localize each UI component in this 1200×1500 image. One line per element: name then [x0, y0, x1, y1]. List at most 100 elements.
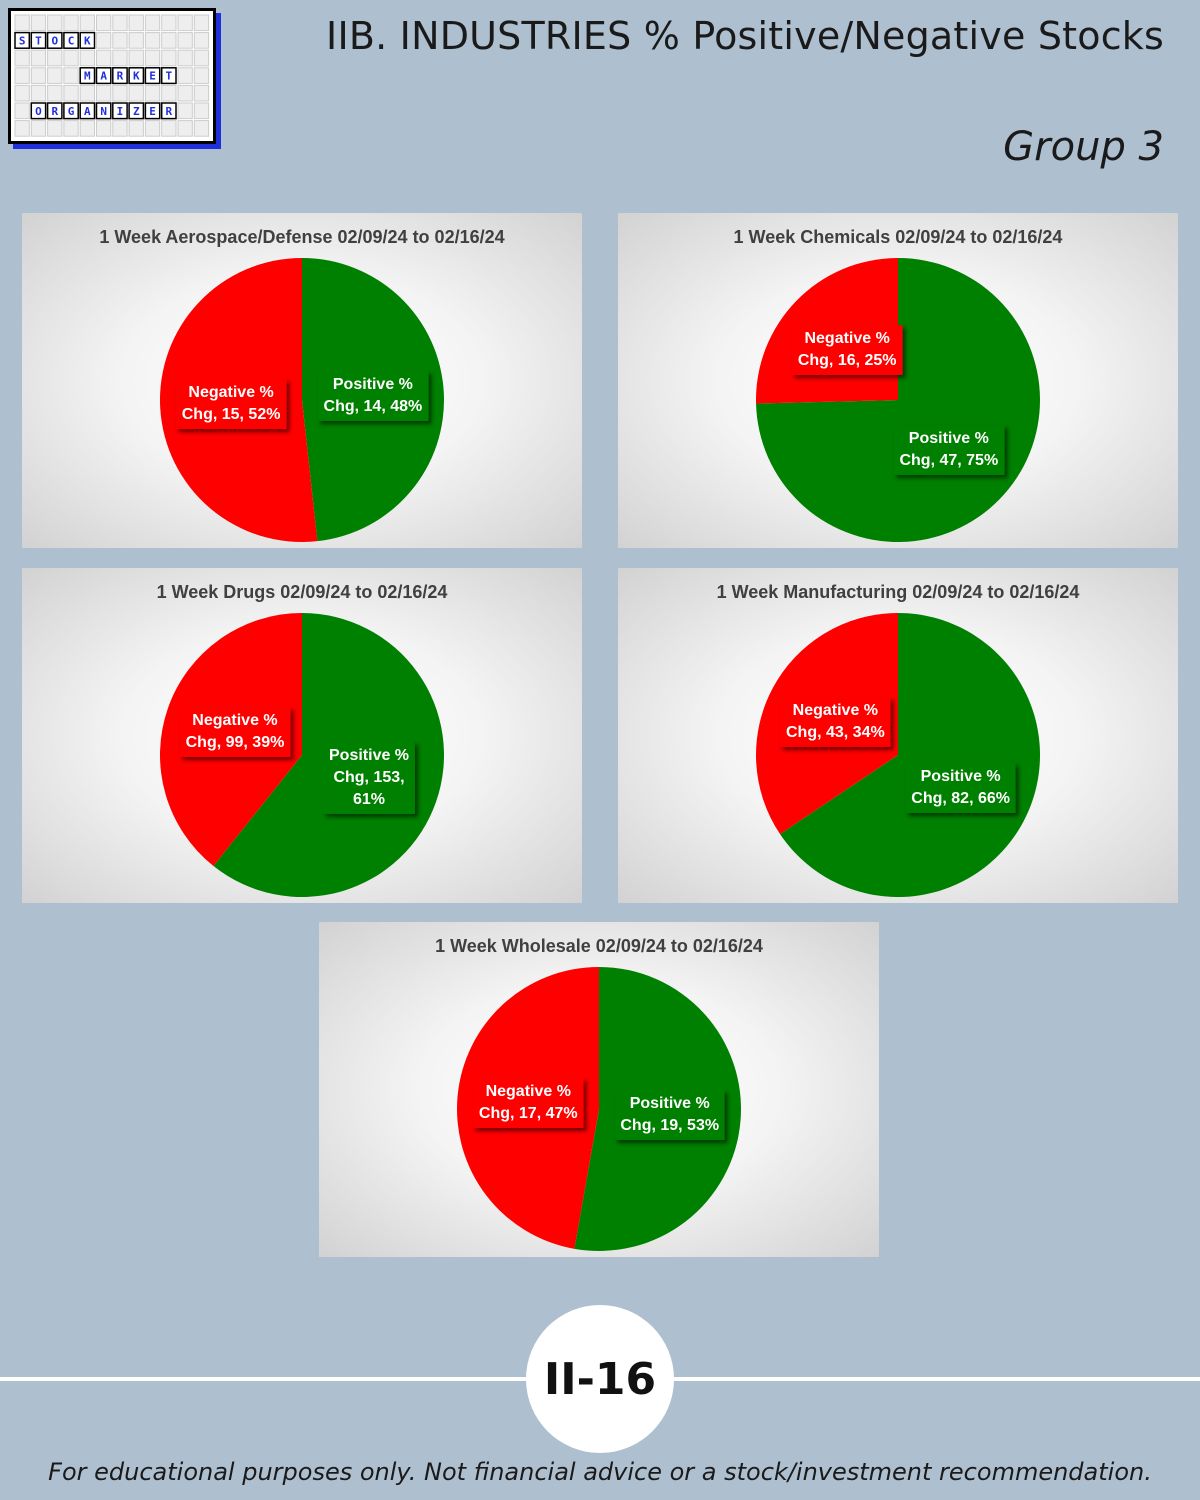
logo-letter: T: [166, 70, 173, 83]
data-label-line: Positive %: [908, 429, 989, 447]
logo-cell: [177, 102, 193, 120]
pie-chart: [756, 258, 1040, 542]
logo-cell: [79, 14, 95, 32]
data-label-line: Chg, 17, 47%: [478, 1104, 578, 1122]
logo-cell: [177, 14, 193, 32]
logo-cell: [128, 49, 144, 67]
logo-cell: [79, 84, 95, 102]
logo-cell: [193, 67, 210, 84]
page-number: II-16: [543, 1353, 657, 1405]
logo-cell: [144, 32, 161, 49]
logo-letter-box: [46, 102, 63, 120]
data-label-line: Positive %: [920, 768, 1001, 786]
data-label-line: Chg, 82, 66%: [911, 790, 1010, 808]
logo-cell: [161, 84, 177, 102]
logo-cell: [193, 14, 210, 32]
logo-cell: [112, 120, 128, 137]
logo-letter: E: [149, 70, 156, 83]
data-label-negative: Negative % Chg, 17, 47%: [472, 1077, 584, 1128]
logo-cell: [193, 102, 210, 120]
logo-cell: [30, 67, 47, 84]
logo-cell: [96, 32, 112, 49]
logo-letter-box: [160, 67, 177, 85]
logo-cell: [14, 14, 30, 32]
logo-letter: O: [51, 34, 58, 47]
data-label-line: Negative %: [188, 383, 274, 401]
logo-cell: [193, 32, 210, 49]
logo-cell: [96, 120, 112, 137]
logo-cell: [14, 49, 30, 67]
logo-letter-box: [46, 31, 63, 49]
logo-cell: [144, 84, 161, 102]
logo-letter: Z: [133, 105, 140, 118]
data-label-line: Chg, 14, 48%: [323, 398, 423, 416]
data-label-line: Negative %: [485, 1082, 571, 1100]
logo-cell: [14, 67, 30, 84]
chart-title: 1 Week Wholesale 02/09/24 to 02/16/24: [435, 936, 763, 956]
pie-chart: [160, 258, 445, 542]
data-label-negative: Negative % Chg, 43, 34%: [779, 696, 891, 747]
logo-cell: [144, 14, 161, 32]
logo-cell: [79, 49, 95, 67]
logo-cell: [193, 49, 210, 67]
logo-letter: R: [51, 105, 58, 118]
logo-cell: [128, 14, 144, 32]
data-label-line: Chg, 16, 25%: [797, 352, 897, 370]
data-label-line: Negative %: [192, 711, 278, 729]
data-label-line: Chg, 19, 53%: [620, 1117, 720, 1135]
logo-letter: C: [68, 34, 75, 47]
logo-letter: A: [84, 105, 91, 118]
chart-chemicals: 1 Week Chemicals 02/09/24 to 02/16/24 Po…: [618, 213, 1178, 548]
page-number-badge: II-16: [526, 1305, 674, 1453]
data-label-positive: Positive % Chg, 47, 75%: [893, 424, 1005, 475]
logo-letter: O: [35, 105, 42, 118]
logo-cell: [30, 14, 47, 32]
logo-cell: [96, 14, 112, 32]
logo-cell: [112, 49, 128, 67]
logo-cell: [30, 120, 47, 137]
logo-letter-box: [79, 31, 96, 49]
pie-slice-positive: [780, 613, 1040, 897]
group-label: Group 3: [1003, 124, 1164, 170]
logo-cell: [177, 120, 193, 137]
data-label-line: 61%: [353, 791, 386, 809]
logo-letter-box: [63, 102, 79, 120]
logo-cell: [177, 67, 193, 84]
logo-letter: K: [133, 70, 140, 83]
logo-cell: [14, 84, 30, 102]
logo-letter-box: [79, 102, 96, 120]
logo-cell: [63, 84, 79, 102]
logo-letter-box: [95, 102, 112, 120]
logo-cell: [193, 120, 210, 137]
logo-letter: N: [100, 105, 107, 118]
logo-cell: [112, 14, 128, 32]
logo-letter: R: [166, 105, 173, 118]
logo-letter: T: [35, 34, 42, 47]
logo-letter-box: [30, 102, 47, 120]
logo-cell: [177, 49, 193, 67]
logo-letter: G: [68, 105, 75, 118]
logo-letter-box: [160, 102, 177, 120]
data-label-line: Positive %: [629, 1095, 710, 1113]
logo-letter-box: [112, 102, 128, 120]
logo-cell: [177, 84, 193, 102]
data-label-line: Chg, 43, 34%: [785, 723, 885, 741]
logo-cell: [112, 32, 128, 49]
chart-title: 1 Week Drugs 02/09/24 to 02/16/24: [156, 582, 448, 602]
chart-drugs: 1 Week Drugs 02/09/24 to 02/16/24 Positi…: [22, 568, 582, 903]
chart-wholesale: 1 Week Wholesale 02/09/24 to 02/16/24 Po…: [319, 922, 879, 1257]
logo-letter: R: [117, 70, 124, 83]
data-label-positive: Positive % Chg, 153, 61%: [323, 742, 416, 815]
logo-letter-box: [144, 67, 161, 85]
logo-cell: [96, 84, 112, 102]
logo-letter-box: [63, 31, 79, 49]
logo-cell: [47, 49, 63, 67]
data-label-line: Chg, 153,: [333, 769, 405, 787]
chart-aerospace-defense: 1 Week Aerospace/Defense 02/09/24 to 02/…: [22, 213, 582, 548]
data-label-line: Positive %: [329, 747, 410, 765]
logo-letter: A: [100, 70, 107, 83]
chart-manufacturing: 1 Week Manufacturing 02/09/24 to 02/16/2…: [618, 568, 1178, 903]
logo-letter: K: [84, 34, 91, 47]
logo-cell: [30, 84, 47, 102]
data-label-negative: Negative % Chg, 15, 52%: [175, 378, 287, 429]
